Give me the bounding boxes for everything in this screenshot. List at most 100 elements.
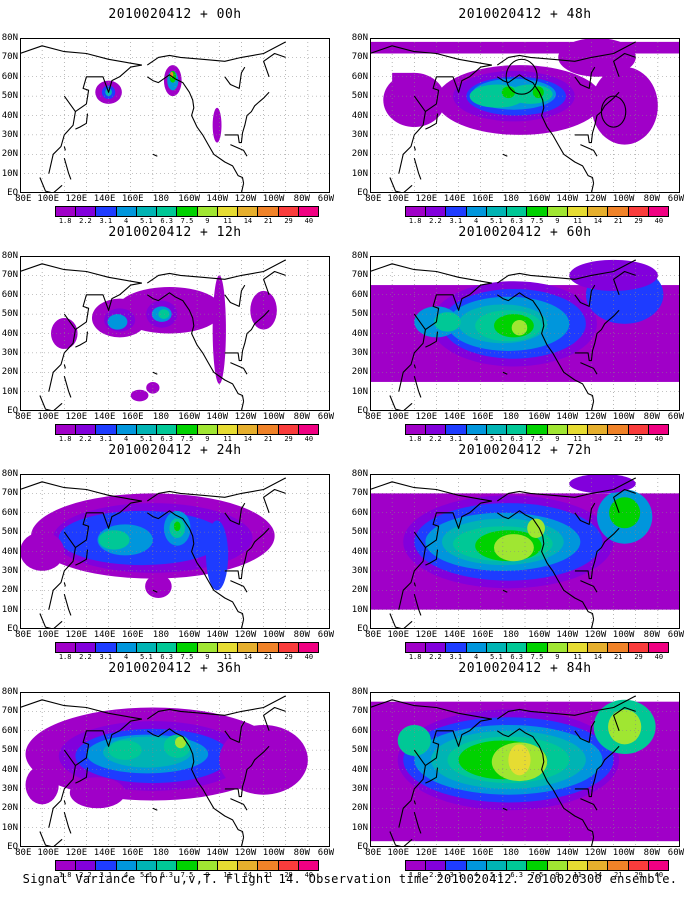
colorbar-swatch — [278, 207, 299, 216]
coastline — [613, 270, 636, 295]
longitude-label: 60W — [317, 194, 335, 204]
latitude-label: 60N — [351, 289, 368, 300]
longitude-axis: 80E 100E 120E 140E 160E 180 160W 140W 120W 100W 80… — [15, 194, 334, 205]
colorbar-swatch — [177, 861, 198, 870]
latitude-label: 80N — [1, 33, 18, 43]
variance-map — [20, 692, 330, 847]
coastline — [146, 292, 245, 402]
colorbar-swatch — [446, 643, 467, 652]
colorbar-swatch — [177, 207, 198, 216]
colorbar-label: 9 — [555, 217, 560, 225]
latitude-label: 40N — [1, 328, 18, 339]
variance-contour — [569, 474, 636, 494]
coastline — [63, 582, 66, 587]
variance-contour — [527, 518, 545, 538]
longitude-label: 120E — [65, 848, 88, 858]
colorbar-label: 2.2 — [79, 435, 92, 443]
longitude-label: 80E — [365, 848, 382, 858]
colorbar-label: 1.8 — [58, 871, 72, 879]
panel-title: 2010020412 + 84h — [458, 661, 592, 676]
colorbar-label: 6.3 — [510, 217, 524, 225]
coastline — [580, 144, 598, 157]
longitude-label: 120W — [234, 412, 257, 422]
coastline — [496, 728, 595, 838]
coastline — [413, 811, 422, 834]
colorbar-label: 1.8 — [408, 871, 422, 879]
map-frame — [370, 38, 680, 193]
variance-map — [20, 38, 330, 193]
colorbar-label: 11 — [223, 871, 232, 879]
colorbar-label: 9 — [205, 871, 210, 879]
coastline — [224, 502, 246, 525]
latitude-label: 20N — [1, 803, 18, 814]
coastline — [39, 613, 63, 629]
longitude-label: 80E — [15, 412, 32, 422]
latitude-label: 80N — [1, 687, 18, 697]
longitude-label: 100W — [262, 194, 285, 204]
coastline — [425, 718, 492, 767]
colorbar-swatch — [547, 861, 568, 870]
variance-contour — [98, 530, 130, 550]
panel-title: 2010020412 + 48h — [458, 7, 592, 22]
colorbar-label: 9 — [205, 435, 210, 443]
coastline — [425, 500, 492, 549]
colorbar-label: 2.2 — [79, 871, 92, 879]
longitude-label: 180 — [152, 848, 170, 858]
latitude-axis: 80N 70N 60N 50N 40N 30N 20N 10N EQ — [0, 688, 20, 852]
longitude-label: 140W — [206, 194, 229, 204]
coastline — [240, 183, 245, 193]
colorbar-label: 2.2 — [429, 653, 442, 661]
colorbar-labels: 1.8 2.2 3.1 4 5.1 6.3 7.5 9 11 14 21 29 40 — [405, 217, 669, 226]
colorbar-label: 29 — [634, 435, 643, 443]
colorbar-swatch — [507, 207, 528, 216]
coastline — [580, 362, 598, 375]
longitude-label: 120E — [415, 848, 438, 858]
colorbar-label: 7.5 — [180, 217, 194, 225]
latitude-label: 10N — [1, 386, 18, 397]
coastline — [240, 619, 245, 629]
latitude-label: 50N — [1, 91, 18, 102]
latitude-axis: 80N 70N 60N 50N 40N 30N 20N 10N EQ — [350, 470, 370, 634]
longitude-label: 160E — [121, 194, 144, 204]
colorbar-label: 6.3 — [510, 653, 524, 661]
colorbar — [405, 206, 669, 217]
longitude-label: 180 — [152, 412, 170, 422]
colorbar-label: 4 — [123, 217, 129, 225]
colorbar-swatch — [588, 643, 609, 652]
coastline — [224, 91, 270, 144]
colorbar-swatch — [608, 207, 629, 216]
latitude-label: 30N — [351, 347, 368, 358]
latitude-label: 50N — [1, 527, 18, 538]
map-frame — [20, 692, 330, 847]
longitude-label: 140W — [206, 630, 229, 640]
longitude-label: 140E — [443, 848, 466, 858]
latitude-label: 80N — [1, 251, 18, 261]
colorbar-swatch — [56, 425, 77, 434]
colorbar-swatch — [298, 207, 319, 216]
coastline — [20, 481, 142, 502]
coastline — [230, 144, 248, 157]
colorbar-swatch — [567, 207, 589, 216]
coastline — [413, 375, 422, 398]
longitude-axis: 80E 100E 120E 140E 160E 180 160W 140W 120W 100W 80… — [365, 631, 684, 641]
colorbar-label: 29 — [634, 217, 643, 225]
longitude-label: 80E — [15, 848, 32, 858]
colorbar-label: 14 — [243, 217, 253, 225]
panel-title: 2010020412 + 00h — [108, 7, 242, 22]
variance-map — [370, 474, 680, 629]
longitude-label: 140W — [556, 848, 579, 858]
latitude-label: 80N — [1, 469, 18, 479]
coastline — [574, 91, 620, 144]
colorbar-label: 6.3 — [160, 217, 174, 225]
map-panel: 2010020412 + 00h 80N 70N 60N 50N 40N 30N 20N 10N… — [0, 7, 334, 227]
longitude-label: 140W — [206, 848, 229, 858]
longitude-label: 120W — [584, 848, 607, 858]
coastline — [224, 720, 246, 743]
coastline — [425, 282, 492, 331]
figure-caption: Signal Variance for u,v,T. Flight 14. Ob… — [22, 872, 678, 886]
variance-contour — [494, 534, 534, 562]
colorbar-label: 29 — [634, 653, 643, 661]
latitude-label: 10N — [351, 386, 368, 397]
colorbar-swatch — [648, 643, 669, 652]
colorbar-swatch — [507, 643, 528, 652]
